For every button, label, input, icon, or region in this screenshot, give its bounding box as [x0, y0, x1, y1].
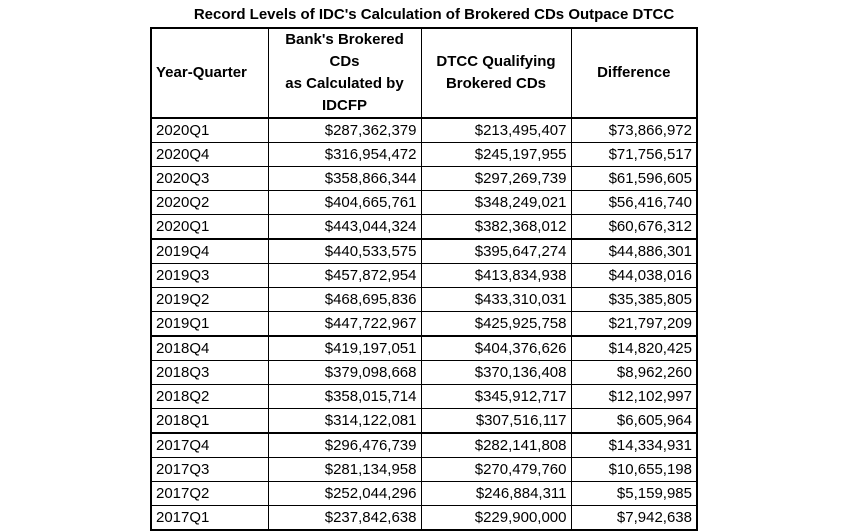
year-quarter-cell: 2018Q4 — [150, 336, 268, 361]
dtcc-brokered-cds-cell: $245,197,955 — [420, 142, 571, 167]
idcfp-brokered-cds-cell: $379,098,668 — [267, 360, 421, 385]
idcfp-brokered-cds-cell: $287,362,379 — [267, 118, 421, 143]
idcfp-brokered-cds-cell: $447,722,967 — [267, 311, 421, 337]
year-quarter-cell: 2019Q4 — [150, 239, 268, 264]
table-row: 2020Q3 $358,866,344 $297,269,739 $61,596,60… — [150, 166, 698, 191]
table-row: 2017Q2 $252,044,296 $246,884,311 $5,159,985 — [150, 481, 698, 506]
difference-cell: $71,756,517 — [570, 142, 698, 167]
year-quarter-cell: 2019Q1 — [150, 311, 268, 337]
table-row: 2019Q4 $440,533,575 $395,647,274 $44,886,30… — [150, 239, 698, 264]
header-row: Year-Quarter Bank's Brokered CDs as Calc… — [150, 27, 698, 119]
table-row: 2020Q1 $287,362,379 $213,495,407 $73,866,97… — [150, 118, 698, 143]
idcfp-brokered-cds-cell: $419,197,051 — [267, 336, 421, 361]
table-row: 2017Q4 $296,476,739 $282,141,808 $14,334,93… — [150, 433, 698, 458]
year-quarter-cell: 2018Q1 — [150, 408, 268, 434]
difference-cell: $60,676,312 — [570, 214, 698, 240]
table-row: 2017Q3 $281,134,958 $270,479,760 $10,655,19… — [150, 457, 698, 482]
year-quarter-cell: 2018Q3 — [150, 360, 268, 385]
year-quarter-cell: 2017Q1 — [150, 505, 268, 531]
difference-cell: $21,797,209 — [570, 311, 698, 337]
year-quarter-cell: 2020Q1 — [150, 118, 268, 143]
difference-cell: $6,605,964 — [570, 408, 698, 434]
header-line: DTCC Qualifying — [436, 53, 556, 70]
header-line: Year-Quarter — [156, 64, 247, 81]
difference-cell: $44,038,016 — [570, 263, 698, 288]
dtcc-brokered-cds-cell: $297,269,739 — [420, 166, 571, 191]
table-title: Record Levels of IDC's Calculation of Br… — [193, 6, 675, 23]
header-line: as Calculated by IDCFP — [285, 75, 404, 114]
column-header-difference: Difference — [570, 27, 698, 119]
dtcc-brokered-cds-cell: $433,310,031 — [420, 287, 571, 312]
dtcc-brokered-cds-cell: $270,479,760 — [420, 457, 571, 482]
difference-cell: $8,962,260 — [570, 360, 698, 385]
idcfp-brokered-cds-cell: $316,954,472 — [267, 142, 421, 167]
difference-cell: $14,820,425 — [570, 336, 698, 361]
year-quarter-cell: 2020Q3 — [150, 166, 268, 191]
column-header-idcfp-brokered-cds: Bank's Brokered CDs as Calculated by IDC… — [267, 27, 421, 119]
idcfp-brokered-cds-cell: $296,476,739 — [267, 433, 421, 458]
dtcc-brokered-cds-cell: $213,495,407 — [420, 118, 571, 143]
dtcc-brokered-cds-cell: $229,900,000 — [420, 505, 571, 531]
year-quarter-cell: 2017Q3 — [150, 457, 268, 482]
year-quarter-cell: 2019Q3 — [150, 263, 268, 288]
difference-cell: $56,416,740 — [570, 190, 698, 215]
table-row: 2019Q3 $457,872,954 $413,834,938 $44,038,01… — [150, 263, 698, 288]
table-row: 2017Q1 $237,842,638 $229,900,000 $7,942,638 — [150, 505, 698, 531]
dtcc-brokered-cds-cell: $425,925,758 — [420, 311, 571, 337]
column-header-dtcc-brokered-cds: DTCC Qualifying Brokered CDs — [420, 27, 571, 119]
header-line: Brokered CDs — [445, 75, 547, 92]
table-row: 2020Q2 $404,665,761 $348,249,021 $56,416,74… — [150, 190, 698, 215]
difference-cell: $14,334,931 — [570, 433, 698, 458]
dtcc-brokered-cds-cell: $307,516,117 — [420, 408, 571, 434]
header-line: Difference — [597, 64, 671, 81]
difference-cell: $73,866,972 — [570, 118, 698, 143]
idcfp-brokered-cds-cell: $237,842,638 — [267, 505, 421, 531]
table-row: 2019Q1 $447,722,967 $425,925,758 $21,797,20… — [150, 311, 698, 337]
dtcc-brokered-cds-cell: $282,141,808 — [420, 433, 571, 458]
difference-cell: $12,102,997 — [570, 384, 698, 409]
difference-cell: $10,655,198 — [570, 457, 698, 482]
table-row: 2019Q2 $468,695,836 $433,310,031 $35,385,80… — [150, 287, 698, 312]
table-row: 2018Q1 $314,122,081 $307,516,117 $6,605,964 — [150, 408, 698, 434]
idcfp-brokered-cds-cell: $281,134,958 — [267, 457, 421, 482]
header-line: Bank's Brokered CDs — [285, 31, 404, 70]
difference-cell: $61,596,605 — [570, 166, 698, 191]
dtcc-brokered-cds-cell: $395,647,274 — [420, 239, 571, 264]
dtcc-brokered-cds-cell: $345,912,717 — [420, 384, 571, 409]
idcfp-brokered-cds-cell: $404,665,761 — [267, 190, 421, 215]
year-quarter-cell: 2018Q2 — [150, 384, 268, 409]
idcfp-brokered-cds-cell: $468,695,836 — [267, 287, 421, 312]
year-quarter-cell: 2020Q2 — [150, 190, 268, 215]
table-body: 2020Q1 $287,362,379 $213,495,407 $73,866,97… — [150, 118, 698, 531]
table-row: 2018Q3 $379,098,668 $370,136,408 $8,962,260 — [150, 360, 698, 385]
year-quarter-cell: 2019Q2 — [150, 287, 268, 312]
brokered-cds-table: Year-Quarter Bank's Brokered CDs as Calc… — [150, 27, 698, 531]
idcfp-brokered-cds-cell: $440,533,575 — [267, 239, 421, 264]
idcfp-brokered-cds-cell: $457,872,954 — [267, 263, 421, 288]
difference-cell: $35,385,805 — [570, 287, 698, 312]
dtcc-brokered-cds-cell: $348,249,021 — [420, 190, 571, 215]
idcfp-brokered-cds-cell: $443,044,324 — [267, 214, 421, 240]
difference-cell: $44,886,301 — [570, 239, 698, 264]
table-row: 2020Q1 $443,044,324 $382,368,012 $60,676,31… — [150, 214, 698, 240]
table-row: 2018Q4 $419,197,051 $404,376,626 $14,820,42… — [150, 336, 698, 361]
idcfp-brokered-cds-cell: $358,015,714 — [267, 384, 421, 409]
dtcc-brokered-cds-cell: $370,136,408 — [420, 360, 571, 385]
idcfp-brokered-cds-cell: $314,122,081 — [267, 408, 421, 434]
table-row: 2018Q2 $358,015,714 $345,912,717 $12,102,99… — [150, 384, 698, 409]
difference-cell: $7,942,638 — [570, 505, 698, 531]
year-quarter-cell: 2020Q4 — [150, 142, 268, 167]
year-quarter-cell: 2020Q1 — [150, 214, 268, 240]
dtcc-brokered-cds-cell: $404,376,626 — [420, 336, 571, 361]
column-header-year-quarter: Year-Quarter — [150, 27, 268, 119]
dtcc-brokered-cds-cell: $413,834,938 — [420, 263, 571, 288]
idcfp-brokered-cds-cell: $358,866,344 — [267, 166, 421, 191]
year-quarter-cell: 2017Q4 — [150, 433, 268, 458]
table-row: 2020Q4 $316,954,472 $245,197,955 $71,756,51… — [150, 142, 698, 167]
dtcc-brokered-cds-cell: $382,368,012 — [420, 214, 571, 240]
